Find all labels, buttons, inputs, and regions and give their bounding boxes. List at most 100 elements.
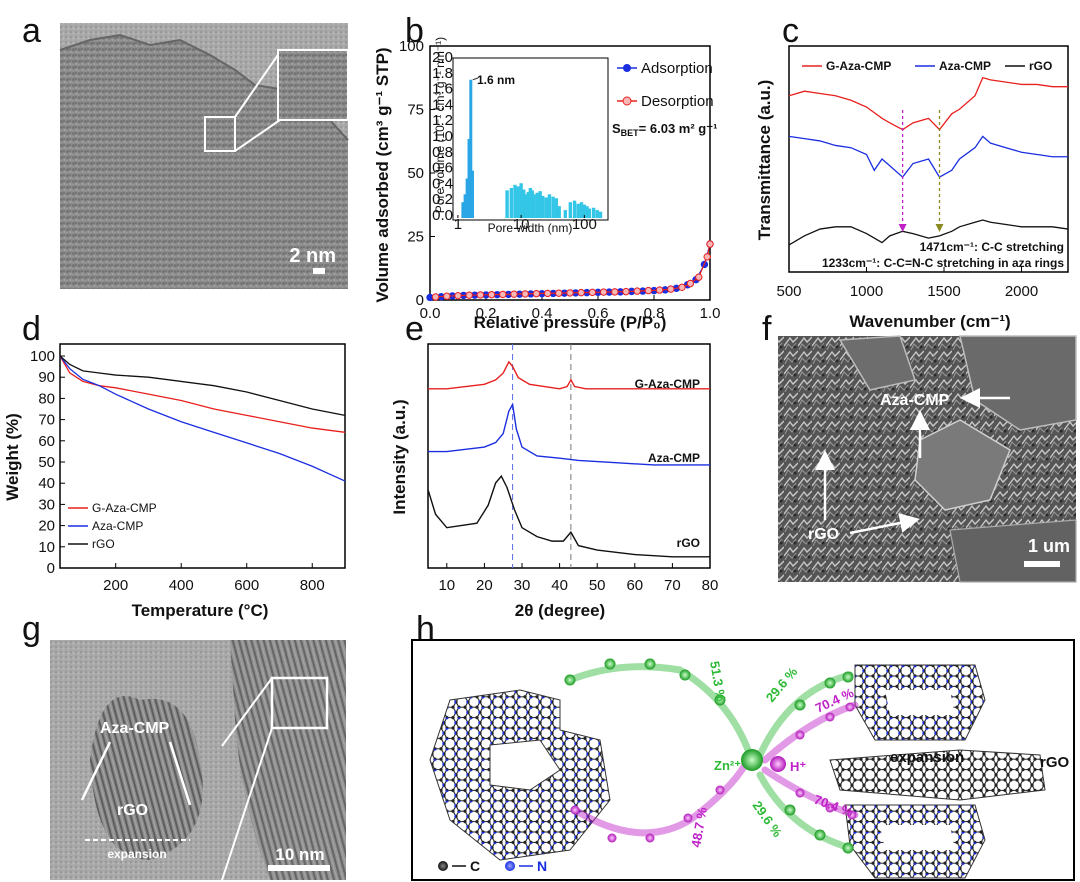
label-expansion-h: expansion [890, 749, 964, 766]
point-desorption [499, 290, 507, 299]
label-zn: Zn²⁺ [714, 758, 741, 773]
pore-bar [582, 204, 587, 218]
ylabel-c: Transmittance (a.u.) [755, 80, 774, 241]
ytick-label-d: 100 [30, 348, 55, 365]
xtick-label-e: 20 [476, 577, 493, 594]
rgo-sheet [829, 749, 1046, 801]
h-ion-ball [825, 803, 835, 813]
pore-bar [530, 190, 534, 218]
point-desorption [566, 289, 574, 297]
tga-line-rgo [59, 355, 346, 416]
xtick-label-e: 50 [589, 577, 606, 594]
xtick-label-e: 80 [702, 577, 719, 594]
zn-ion-ball [784, 804, 796, 816]
panel-h: h expansion rGO Zn²⁺ H⁺ 51.3 % 48.7 % 29… [411, 610, 1075, 881]
pore-bar [563, 210, 568, 218]
xtick-label-d: 200 [103, 577, 128, 594]
inset-ytick-label: 0.0 [432, 207, 453, 224]
ytick-label-b: 25 [407, 229, 424, 246]
xtick-label-d: 600 [234, 577, 259, 594]
zn-ion-ball [824, 677, 836, 689]
tga-line-g-aza-cmp [59, 355, 346, 433]
inset-a [277, 49, 349, 121]
ytick-label-b: 75 [407, 102, 424, 119]
point-desorption [706, 240, 714, 248]
sbet-label: SBET= 6.03 m² g⁻¹ [612, 121, 717, 138]
xrd-line-rgo [427, 474, 710, 558]
h-ion-ball [795, 730, 805, 740]
point-desorption [588, 288, 597, 297]
legend-rgo-c: rGO [1029, 59, 1052, 73]
inset-ytick-label: 0.2 [432, 191, 453, 208]
pore-bar [598, 211, 603, 218]
point-desorption [695, 273, 703, 281]
point-desorption [667, 285, 675, 293]
marker-arrow-1233 [898, 224, 907, 232]
ytick-label-d: 30 [38, 496, 55, 513]
legend-gaza-c: G-Aza-CMP [826, 59, 891, 73]
label-h: H⁺ [790, 759, 806, 774]
ytick-label-d: 70 [38, 412, 55, 429]
point-desorption [577, 288, 585, 297]
marker-arrow-1471 [935, 224, 944, 232]
label-aza-e: Aza-CMP [648, 451, 700, 465]
panel-label-c: c [782, 12, 799, 50]
pore-bar [470, 170, 474, 218]
ftir-line-aza-cmp [788, 135, 1068, 179]
ylabel-b: Volume adsorbed (cm³ g⁻¹ STP) [373, 47, 392, 302]
xlabel-e: 2θ (degree) [515, 601, 605, 620]
pore-bar [587, 208, 592, 218]
xrd-line-g-aza-cmp [428, 360, 710, 390]
pore-bar [469, 79, 473, 218]
zn-ion-ball [644, 658, 656, 670]
ytick-label-b: 50 [407, 165, 424, 182]
axes-e [427, 343, 711, 569]
panel-label-d: d [22, 310, 41, 348]
ytick-label-d: 50 [38, 454, 55, 471]
pore-bar [522, 189, 526, 218]
xtick-label-e: 70 [664, 577, 681, 594]
pore-bar [505, 190, 509, 218]
pore-bar [535, 192, 539, 218]
point-desorption [703, 253, 711, 261]
pore-bar [526, 191, 531, 218]
legend-marker-adsorption [623, 64, 631, 72]
xtick-label-c: 1500 [927, 283, 960, 300]
point-desorption [476, 291, 485, 299]
pore-bar [461, 202, 465, 218]
panel-a: a 2 nm [22, 12, 349, 289]
inset-xlabel: Pore width (nm) [488, 221, 573, 235]
pore-bar [513, 184, 517, 218]
legend-desorption: Desorption [641, 93, 714, 110]
panel-label-f: f [762, 310, 772, 348]
panel-label-a: a [22, 12, 41, 50]
pore-bar [557, 206, 561, 218]
xlabel-c: Wavenumber (cm⁻¹) [849, 312, 1010, 331]
label-expansion-g: expansion [107, 847, 166, 861]
panel-label-b: b [405, 12, 424, 50]
xtick-label-e: 30 [514, 577, 531, 594]
panel-e: e 10 20 30 40 50 60 70 80 Intensity (a.u.) 2θ (… [390, 310, 718, 620]
ytick-label-d: 60 [38, 433, 55, 450]
zn-ion-ball [842, 671, 854, 683]
pore-bar [547, 194, 552, 218]
legend-aza-d: Aza-CMP [92, 519, 143, 533]
zoom-box-a [204, 116, 236, 152]
pore-bar [465, 178, 469, 218]
zn-ion-ball [814, 829, 826, 841]
panel-g: g Aza-CMP rGO expansion 10 nm [22, 610, 346, 881]
inset-ytick-label: 1.2 [432, 112, 453, 129]
pore-bar [551, 196, 555, 218]
panel-c: c 500 1000 1500 2000 Transmittance (a.u.) W… [755, 12, 1069, 331]
inset-ytick-label: 1.8 [432, 65, 453, 82]
xtick-label-c: 500 [776, 283, 801, 300]
inset-ytick-label: 1.0 [432, 128, 453, 145]
peak-leader [472, 77, 479, 81]
pct-h-left: 48.7 % [688, 806, 710, 849]
pore-bar [595, 210, 599, 218]
zn-ion-ball [794, 699, 806, 711]
point-desorption [644, 286, 653, 295]
xtick-label-e: 10 [438, 577, 455, 594]
point-desorption [678, 283, 686, 291]
